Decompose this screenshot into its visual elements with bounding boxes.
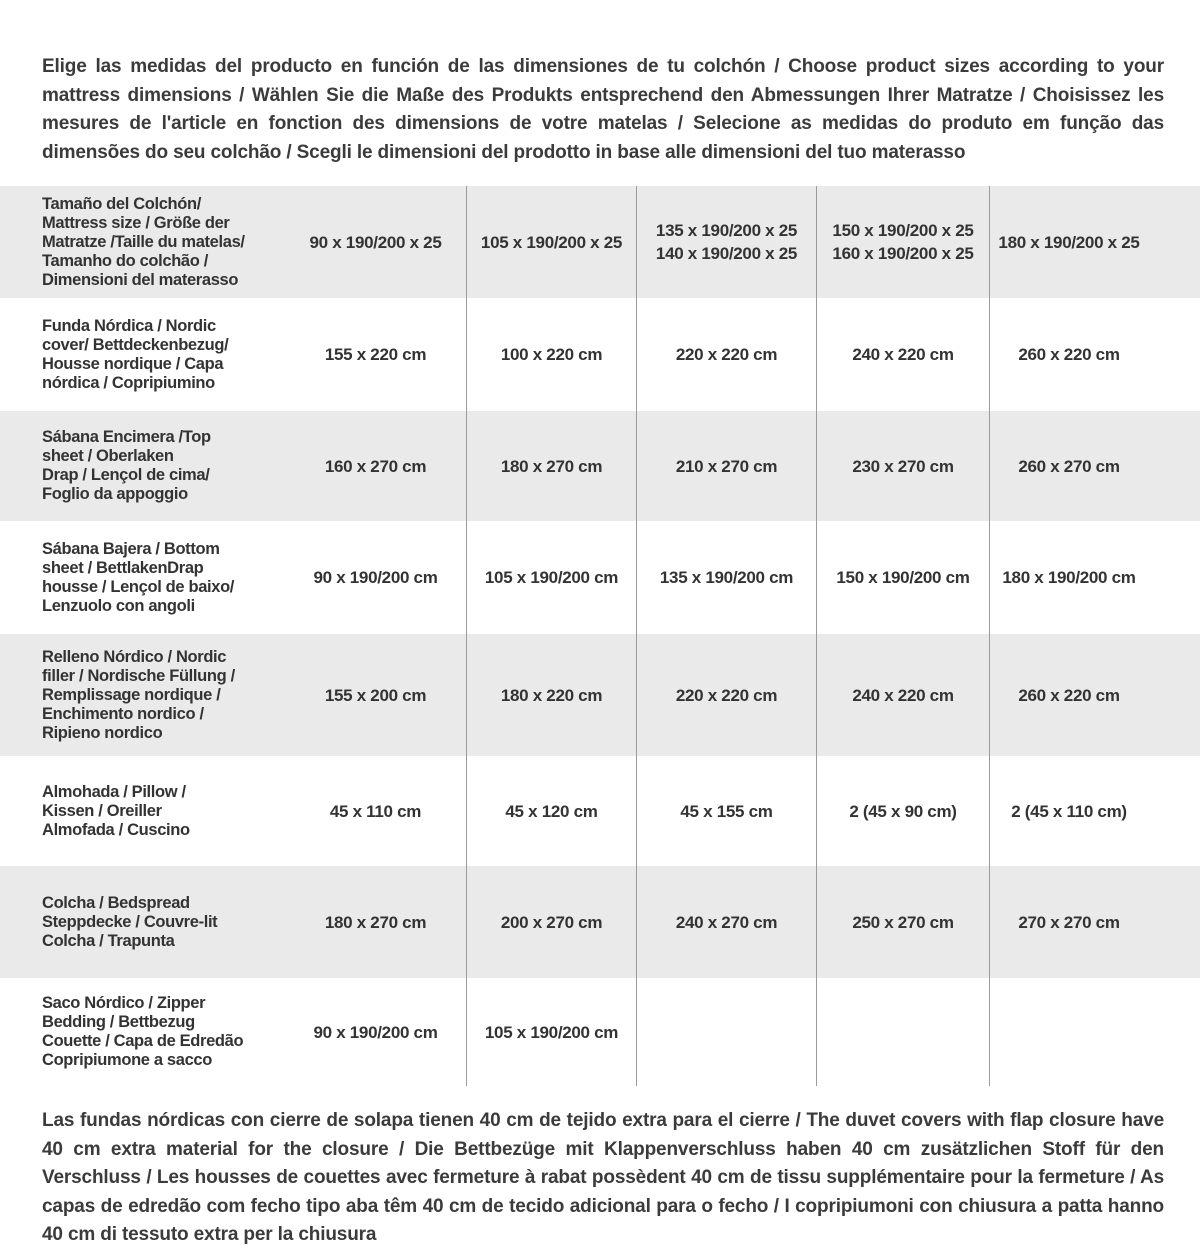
size-value-cell: 210 x 270 cm [637, 411, 817, 521]
size-value-cell: 250 x 270 cm [817, 866, 990, 978]
size-value-cell: 180 x 270 cm [467, 411, 637, 521]
row-label: Colcha / Bedspread Steppdecke / Couvre-l… [42, 893, 218, 950]
size-value-cell [637, 978, 817, 1086]
row-label: Almohada / Pillow / Kissen / Oreiller Al… [42, 782, 190, 839]
table-row: Relleno Nórdico / Nordic filler / Nordis… [0, 634, 1200, 756]
footnote-text: Las fundas nórdicas con cierre de solapa… [42, 1110, 1164, 1245]
size-value-cell: 135 x 190/200 cm [637, 521, 817, 634]
size-table: Tamaño del Colchón/ Mattress size / Größ… [0, 186, 1200, 1086]
size-value-cell: 220 x 220 cm [637, 634, 817, 756]
size-value-cell: 240 x 220 cm [817, 298, 990, 411]
size-value-cell: 90 x 190/200 cm [285, 521, 467, 634]
size-value-cell [990, 978, 1200, 1086]
size-value-cell: 200 x 270 cm [467, 866, 637, 978]
size-value-cell: 2 (45 x 90 cm) [817, 756, 990, 866]
row-label: Relleno Nórdico / Nordic filler / Nordis… [42, 647, 235, 742]
size-value-cell: 260 x 220 cm [1018, 345, 1120, 364]
size-value-cell: 45 x 155 cm [637, 756, 817, 866]
size-value-cell: 180 x 190/200 cm [1002, 568, 1136, 587]
size-value-cell: 270 x 270 cm [1018, 912, 1120, 932]
row-label: Saco Nórdico / Zipper Bedding / Bettbezu… [42, 994, 244, 1069]
size-value-cell: 135 x 190/200 x 25 140 x 190/200 x 25 [637, 186, 817, 298]
size-value-cell: 90 x 190/200 x 25 [285, 186, 467, 298]
size-value-cell [817, 978, 990, 1086]
row-label: Tamaño del Colchón/ Mattress size / Größ… [42, 194, 245, 289]
size-value-cell: 260 x 270 cm [1018, 456, 1120, 476]
size-value-cell: 105 x 190/200 cm [467, 978, 637, 1086]
size-value-cell: 155 x 200 cm [285, 634, 467, 756]
size-value-cell: 105 x 190/200 x 25 [467, 186, 637, 298]
table-row: Sábana Bajera / Bottom sheet / Bettlaken… [0, 521, 1200, 634]
size-value-cell: 45 x 120 cm [467, 756, 637, 866]
size-value-cell: 220 x 220 cm [637, 298, 817, 411]
size-value-cell: 155 x 220 cm [285, 298, 467, 411]
size-value-cell: 260 x 220 cm [1018, 685, 1120, 705]
size-value-cell: 240 x 220 cm [817, 634, 990, 756]
size-value-cell: 105 x 190/200 cm [467, 521, 637, 634]
size-value-cell: 180 x 270 cm [285, 866, 467, 978]
size-value-cell: 180 x 220 cm [467, 634, 637, 756]
size-value-cell: 180 x 190/200 x 25 [998, 232, 1140, 252]
size-value-cell: 2 (45 x 110 cm) [1011, 801, 1127, 821]
size-value-cell: 150 x 190/200 cm [817, 521, 990, 634]
table-header-row: Tamaño del Colchón/ Mattress size / Größ… [0, 186, 1200, 298]
size-value-cell: 90 x 190/200 cm [285, 978, 467, 1086]
size-value-cell: 45 x 110 cm [285, 756, 467, 866]
size-value-cell: 240 x 270 cm [637, 866, 817, 978]
size-value-cell: 100 x 220 cm [467, 298, 637, 411]
size-value-cell: 160 x 270 cm [285, 411, 467, 521]
table-row: Colcha / Bedspread Steppdecke / Couvre-l… [0, 866, 1200, 978]
row-label: Sábana Bajera / Bottom sheet / Bettlaken… [42, 539, 235, 615]
row-label: Funda Nórdica / Nordic cover/ Bettdecken… [42, 316, 229, 392]
row-label: Sábana Encimera /Top sheet / Oberlaken D… [42, 428, 211, 503]
table-row: Almohada / Pillow / Kissen / Oreiller Al… [0, 756, 1200, 866]
table-row: Funda Nórdica / Nordic cover/ Bettdecken… [0, 298, 1200, 411]
table-row: Sábana Encimera /Top sheet / Oberlaken D… [0, 411, 1200, 521]
size-value-cell: 230 x 270 cm [817, 411, 990, 521]
size-value-cell: 150 x 190/200 x 25 160 x 190/200 x 25 [817, 186, 990, 298]
intro-text: Elige las medidas del producto en funció… [42, 56, 1164, 163]
table-row: Saco Nórdico / Zipper Bedding / Bettbezu… [0, 978, 1200, 1086]
